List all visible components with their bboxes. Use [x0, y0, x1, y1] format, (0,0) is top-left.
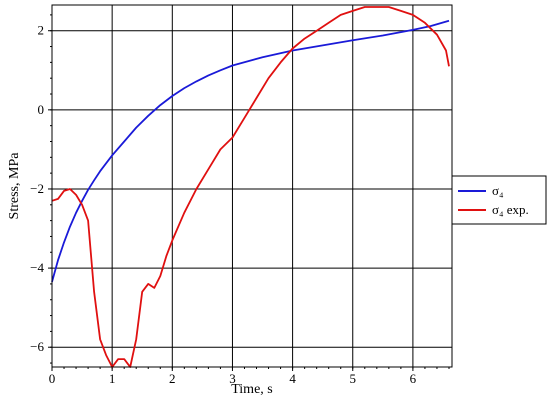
legend-entry: σ₄ exp. — [492, 202, 529, 217]
x-tick-label: 3 — [229, 371, 236, 386]
x-tick-label: 1 — [109, 371, 116, 386]
legend: σ₄ σ₄ exp. — [451, 175, 547, 225]
y-tick-label: 2 — [38, 23, 45, 38]
x-tick-label: 4 — [289, 371, 296, 386]
x-axis-label: Time, s — [231, 382, 273, 397]
y-tick-label: −2 — [30, 181, 44, 196]
legend-box — [451, 175, 547, 225]
y-axis-label: Stress, MPa — [7, 152, 22, 220]
y-tick-label: −4 — [30, 260, 44, 275]
x-tick-labels: 0 1 2 3 4 5 6 — [49, 371, 417, 386]
series-line-1 — [51, 19, 450, 283]
grid — [48, 5, 452, 371]
y-tick-label: −6 — [30, 339, 44, 354]
y-tick-labels: −6 −4 −2 0 2 — [30, 23, 44, 355]
x-tick-label: 0 — [49, 371, 56, 386]
x-tick-label: 5 — [350, 371, 357, 386]
series-line-2 — [51, 6, 450, 368]
legend-entry: σ₄ — [492, 183, 504, 198]
y-tick-label: 0 — [38, 102, 45, 117]
x-tick-label: 6 — [410, 371, 417, 386]
series-lines — [51, 6, 450, 368]
x-tick-label: 2 — [169, 371, 176, 386]
